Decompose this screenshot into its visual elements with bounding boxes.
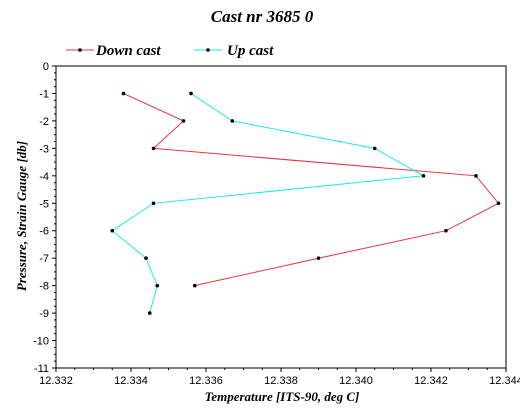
y-tick-label: 0 — [43, 61, 49, 73]
data-point-up-cast — [421, 174, 426, 178]
x-axis: 12.332 12.334 12.336 12.338 12.340 12.342 12.3… — [39, 368, 520, 387]
data-point-up-cast — [110, 228, 115, 233]
data-point-up-cast — [151, 201, 156, 206]
legend-label-down-cast: Down cast — [95, 43, 161, 59]
y-tick-label: -1 — [39, 88, 49, 100]
y-axis-label: Pressure, Strain Gauge [db] — [14, 141, 29, 291]
x-tick-label: 12.336 — [189, 375, 223, 387]
x-tick-label: 12.334 — [114, 375, 148, 387]
data-point-up-cast — [189, 91, 193, 96]
y-tick-label: -3 — [39, 143, 49, 155]
data-point-up-cast — [144, 256, 148, 260]
y-tick-label: -8 — [39, 281, 49, 293]
y-tick-label: -10 — [33, 336, 49, 348]
y-tick-label: -6 — [39, 226, 49, 238]
x-tick-label: 12.340 — [339, 375, 373, 387]
legend-marker-down-cast — [78, 48, 82, 52]
series-line-down-cast — [123, 93, 500, 287]
y-axis: 0 -1 -2 -3 -4 -5 -6 -7 -8 -9 -10 -11 — [33, 61, 56, 375]
data-point-down-cast — [192, 283, 197, 288]
y-tick-label: -2 — [39, 116, 49, 128]
series-layer — [110, 91, 501, 315]
data-point-down-cast — [316, 256, 321, 260]
data-point-down-cast — [474, 174, 478, 178]
x-tick-label: 12.338 — [264, 375, 298, 387]
y-tick-label: -4 — [39, 171, 49, 183]
y-tick-label: -7 — [39, 253, 49, 265]
data-point-down-cast — [121, 91, 126, 96]
x-tick-label: 12.344 — [489, 375, 520, 387]
x-tick-label: 12.342 — [414, 375, 448, 387]
data-point-up-cast — [230, 119, 235, 123]
chart-title: Cast nr 3685 0 — [211, 7, 314, 26]
legend-label-up-cast: Up cast — [227, 43, 274, 59]
y-tick-label: -5 — [39, 198, 49, 210]
data-point-down-cast — [181, 119, 186, 123]
data-point-down-cast — [151, 146, 156, 151]
data-point-down-cast — [444, 228, 448, 233]
data-point-up-cast — [147, 311, 152, 315]
data-point-up-cast — [372, 146, 377, 151]
x-axis-label: Temperature [ITS-90, deg C] — [205, 389, 360, 404]
y-tick-label: -9 — [39, 308, 49, 320]
legend: Down cast Up cast — [66, 43, 274, 59]
data-point-down-cast — [496, 201, 501, 206]
y-tick-label: -11 — [34, 363, 49, 375]
plot-area — [55, 65, 507, 369]
x-tick-label: 12.332 — [39, 375, 73, 387]
data-point-up-cast — [155, 283, 160, 288]
legend-marker-up-cast — [206, 48, 210, 52]
